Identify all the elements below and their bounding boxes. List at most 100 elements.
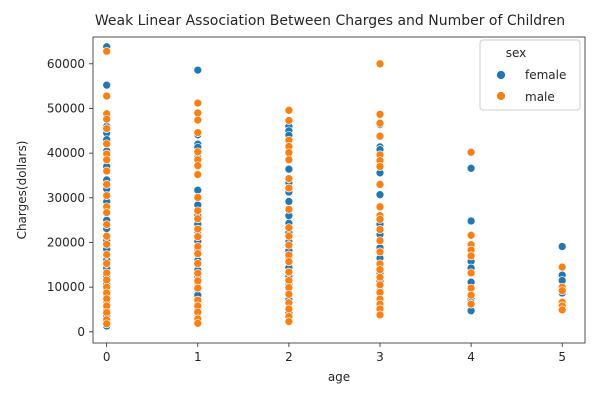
data-point-male bbox=[284, 205, 294, 214]
data-points bbox=[102, 42, 567, 331]
data-point-male bbox=[375, 214, 385, 224]
y-tick-label: 0 bbox=[77, 325, 85, 339]
x-tick-label: 0 bbox=[103, 350, 111, 364]
data-point-male bbox=[102, 250, 112, 259]
data-point-male bbox=[466, 230, 476, 240]
data-point-male bbox=[193, 98, 203, 108]
data-point-male bbox=[193, 259, 203, 268]
data-point-male bbox=[375, 109, 385, 119]
data-point-male bbox=[102, 275, 112, 285]
y-tick-label: 30000 bbox=[47, 191, 85, 205]
y-tick-label: 40000 bbox=[47, 146, 85, 160]
legend-label-female: female bbox=[525, 68, 566, 82]
plot-frame bbox=[92, 36, 586, 344]
data-point-male bbox=[375, 265, 385, 275]
data-point-male bbox=[193, 318, 203, 328]
data-point-male bbox=[102, 259, 112, 268]
x-tick-label: 1 bbox=[194, 350, 202, 364]
data-point-female bbox=[557, 242, 567, 251]
data-point-female bbox=[466, 216, 476, 226]
data-point-male bbox=[102, 46, 112, 56]
x-tick-label: 4 bbox=[467, 350, 475, 364]
data-point-male bbox=[193, 242, 203, 251]
y-tick-label: 10000 bbox=[47, 280, 85, 294]
data-point-male bbox=[193, 249, 203, 259]
legend-box bbox=[479, 39, 581, 111]
data-point-male bbox=[375, 247, 385, 257]
data-point-male bbox=[193, 268, 203, 278]
data-point-male bbox=[102, 319, 112, 329]
data-point-male bbox=[102, 239, 112, 249]
data-point-male bbox=[375, 180, 385, 189]
data-point-male bbox=[193, 224, 203, 234]
data-point-male bbox=[102, 231, 112, 241]
data-point-male bbox=[102, 180, 112, 189]
legend-title: sex bbox=[506, 46, 527, 60]
data-point-male bbox=[102, 114, 112, 124]
data-point-male bbox=[193, 232, 203, 242]
data-point-male bbox=[102, 191, 112, 200]
data-point-male bbox=[375, 272, 385, 282]
data-point-male bbox=[102, 124, 112, 133]
data-point-male bbox=[102, 220, 112, 229]
data-point-female bbox=[102, 80, 112, 90]
data-point-male bbox=[102, 308, 112, 317]
data-point-male bbox=[284, 257, 294, 267]
data-point-male bbox=[284, 155, 294, 165]
legend: sex female male bbox=[479, 39, 581, 111]
data-point-male bbox=[284, 105, 294, 115]
data-point-male bbox=[375, 280, 385, 290]
data-point-female bbox=[193, 185, 203, 195]
data-point-male bbox=[557, 262, 567, 272]
data-point-male bbox=[284, 183, 294, 193]
data-point-male bbox=[375, 236, 385, 246]
data-point-female bbox=[284, 197, 294, 206]
data-point-male bbox=[557, 305, 567, 315]
data-point-male bbox=[375, 118, 385, 128]
data-point-male bbox=[466, 251, 476, 261]
data-point-male bbox=[466, 268, 476, 278]
y-axis: 0 10000 20000 30000 40000 50000 60000 bbox=[47, 57, 93, 339]
data-point-male bbox=[102, 208, 112, 217]
data-point-male bbox=[375, 310, 385, 320]
data-point-male bbox=[193, 206, 203, 216]
y-axis-label: Charges(dollars) bbox=[15, 141, 29, 240]
data-point-male bbox=[193, 276, 203, 286]
data-point-female bbox=[193, 65, 203, 75]
chart-title: Weak Linear Association Between Charges … bbox=[95, 13, 565, 29]
data-point-male bbox=[193, 108, 203, 118]
data-point-male bbox=[284, 304, 294, 314]
data-point-male bbox=[193, 170, 203, 179]
data-point-male bbox=[284, 223, 294, 233]
data-point-male bbox=[375, 225, 385, 234]
data-point-male bbox=[284, 267, 294, 277]
y-tick-label: 60000 bbox=[47, 57, 85, 71]
data-point-male bbox=[193, 283, 203, 293]
data-point-male bbox=[375, 131, 385, 141]
data-point-female bbox=[466, 163, 476, 173]
data-point-male bbox=[284, 240, 294, 250]
y-tick-label: 20000 bbox=[47, 235, 85, 249]
x-tick-label: 2 bbox=[285, 350, 293, 364]
data-point-male bbox=[193, 193, 203, 202]
data-point-male bbox=[193, 161, 203, 171]
data-point-male bbox=[466, 147, 476, 157]
data-point-male bbox=[284, 289, 294, 299]
data-point-male bbox=[284, 174, 294, 183]
data-point-female bbox=[375, 190, 385, 200]
data-point-male bbox=[284, 317, 294, 326]
data-point-male bbox=[466, 290, 476, 300]
data-point-male bbox=[102, 91, 112, 101]
data-point-male bbox=[193, 128, 203, 137]
data-point-male bbox=[557, 286, 567, 296]
data-point-male bbox=[193, 214, 203, 224]
data-point-male bbox=[284, 231, 294, 241]
legend-marker-female bbox=[496, 70, 506, 80]
data-point-male bbox=[375, 162, 385, 171]
x-tick-label: 5 bbox=[558, 350, 566, 364]
data-point-male bbox=[466, 299, 476, 309]
data-point-male bbox=[193, 147, 203, 157]
data-point-male bbox=[102, 155, 112, 165]
